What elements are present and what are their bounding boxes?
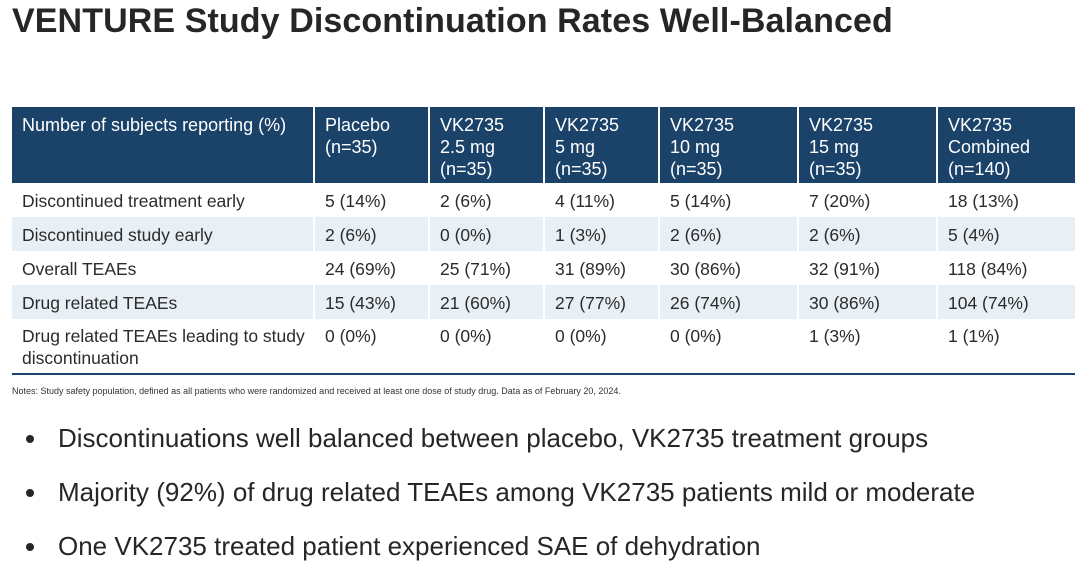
row-label: Drug related TEAEs leading to study disc… bbox=[12, 319, 315, 373]
header-line: 2.5 mg bbox=[440, 137, 496, 157]
table-cell: 118 (84%) bbox=[937, 251, 1075, 285]
table-header-row: Number of subjects reporting (%) Placebo… bbox=[12, 107, 1075, 183]
results-table-container: Number of subjects reporting (%) Placebo… bbox=[12, 107, 1075, 375]
row-label: Overall TEAEs bbox=[12, 251, 315, 285]
bullet-dot-icon bbox=[26, 489, 34, 497]
row-label: Discontinued treatment early bbox=[12, 183, 315, 217]
table-cell: 5 (4%) bbox=[937, 217, 1075, 251]
bullet-item: Discontinuations well balanced between p… bbox=[24, 420, 975, 456]
table-cell: 1 (3%) bbox=[544, 217, 660, 251]
table-row: Discontinued study early 2 (6%) 0 (0%) 1… bbox=[12, 217, 1075, 251]
table-bottom-rule bbox=[12, 373, 1075, 375]
header-line: (n=35) bbox=[809, 159, 862, 179]
table-cell: 21 (60%) bbox=[429, 285, 545, 319]
table-cell: 5 (14%) bbox=[314, 183, 430, 217]
bullet-item: One VK2735 treated patient experienced S… bbox=[24, 528, 975, 564]
table-cell: 31 (89%) bbox=[544, 251, 660, 285]
table-cell: 104 (74%) bbox=[937, 285, 1075, 319]
header-line: 5 mg bbox=[555, 137, 596, 157]
table-cell: 30 (86%) bbox=[798, 285, 938, 319]
header-vk2735-15mg: VK2735 15 mg (n=35) bbox=[798, 107, 938, 183]
header-line: (n=35) bbox=[325, 137, 378, 157]
table-cell: 30 (86%) bbox=[659, 251, 799, 285]
bullet-text: One VK2735 treated patient experienced S… bbox=[58, 531, 761, 561]
row-label: Discontinued study early bbox=[12, 217, 315, 251]
table-cell: 2 (6%) bbox=[798, 217, 938, 251]
table-cell: 2 (6%) bbox=[314, 217, 430, 251]
header-vk2735-combined: VK2735 Combined (n=140) bbox=[937, 107, 1075, 183]
header-line: (n=35) bbox=[670, 159, 723, 179]
table-cell: 4 (11%) bbox=[544, 183, 660, 217]
header-vk2735-5mg: VK2735 5 mg (n=35) bbox=[544, 107, 660, 183]
table-cell: 27 (77%) bbox=[544, 285, 660, 319]
header-line: VK2735 bbox=[555, 115, 620, 135]
header-placebo: Placebo (n=35) bbox=[314, 107, 430, 183]
header-line: (n=140) bbox=[948, 159, 1011, 179]
header-measure: Number of subjects reporting (%) bbox=[12, 107, 315, 183]
header-line: VK2735 bbox=[948, 115, 1013, 135]
table-cell: 5 (14%) bbox=[659, 183, 799, 217]
table-notes: Notes: Study safety population, defined … bbox=[12, 386, 621, 396]
bullet-item: Majority (92%) of drug related TEAEs amo… bbox=[24, 474, 975, 510]
bullet-text: Majority (92%) of drug related TEAEs amo… bbox=[58, 477, 976, 507]
table-cell: 0 (0%) bbox=[544, 319, 660, 373]
table-cell: 0 (0%) bbox=[659, 319, 799, 373]
table-cell: 7 (20%) bbox=[798, 183, 938, 217]
header-line: VK2735 bbox=[809, 115, 874, 135]
table-cell: 1 (3%) bbox=[798, 319, 938, 373]
table-cell: 26 (74%) bbox=[659, 285, 799, 319]
bullet-list: Discontinuations well balanced between p… bbox=[24, 420, 975, 582]
table-cell: 0 (0%) bbox=[429, 217, 545, 251]
table-row: Drug related TEAEs 15 (43%) 21 (60%) 27 … bbox=[12, 285, 1075, 319]
header-line: (n=35) bbox=[440, 159, 493, 179]
header-line: 10 mg bbox=[670, 137, 721, 157]
table-cell: 0 (0%) bbox=[429, 319, 545, 373]
table-row: Overall TEAEs 24 (69%) 25 (71%) 31 (89%)… bbox=[12, 251, 1075, 285]
page-title: VENTURE Study Discontinuation Rates Well… bbox=[12, 2, 893, 40]
header-line: Placebo bbox=[325, 115, 391, 135]
header-line: VK2735 bbox=[440, 115, 505, 135]
header-line: 15 mg bbox=[809, 137, 860, 157]
table-row: Drug related TEAEs leading to study disc… bbox=[12, 319, 1075, 373]
table-cell: 2 (6%) bbox=[659, 217, 799, 251]
bullet-text: Discontinuations well balanced between p… bbox=[58, 423, 929, 453]
header-line: VK2735 bbox=[670, 115, 735, 135]
table-row: Discontinued treatment early 5 (14%) 2 (… bbox=[12, 183, 1075, 217]
header-vk2735-10mg: VK2735 10 mg (n=35) bbox=[659, 107, 799, 183]
table-cell: 15 (43%) bbox=[314, 285, 430, 319]
bullet-dot-icon bbox=[26, 435, 34, 443]
table-cell: 1 (1%) bbox=[937, 319, 1075, 373]
table-cell: 25 (71%) bbox=[429, 251, 545, 285]
table-cell: 2 (6%) bbox=[429, 183, 545, 217]
header-line: (n=35) bbox=[555, 159, 608, 179]
row-label: Drug related TEAEs bbox=[12, 285, 315, 319]
table-cell: 24 (69%) bbox=[314, 251, 430, 285]
header-line: Combined bbox=[948, 137, 1031, 157]
header-vk2735-2-5mg: VK2735 2.5 mg (n=35) bbox=[429, 107, 545, 183]
table-cell: 32 (91%) bbox=[798, 251, 938, 285]
results-table: Number of subjects reporting (%) Placebo… bbox=[12, 107, 1075, 373]
table-cell: 0 (0%) bbox=[314, 319, 430, 373]
table-cell: 18 (13%) bbox=[937, 183, 1075, 217]
bullet-dot-icon bbox=[26, 543, 34, 551]
header-line: Number of subjects reporting (%) bbox=[22, 115, 287, 135]
